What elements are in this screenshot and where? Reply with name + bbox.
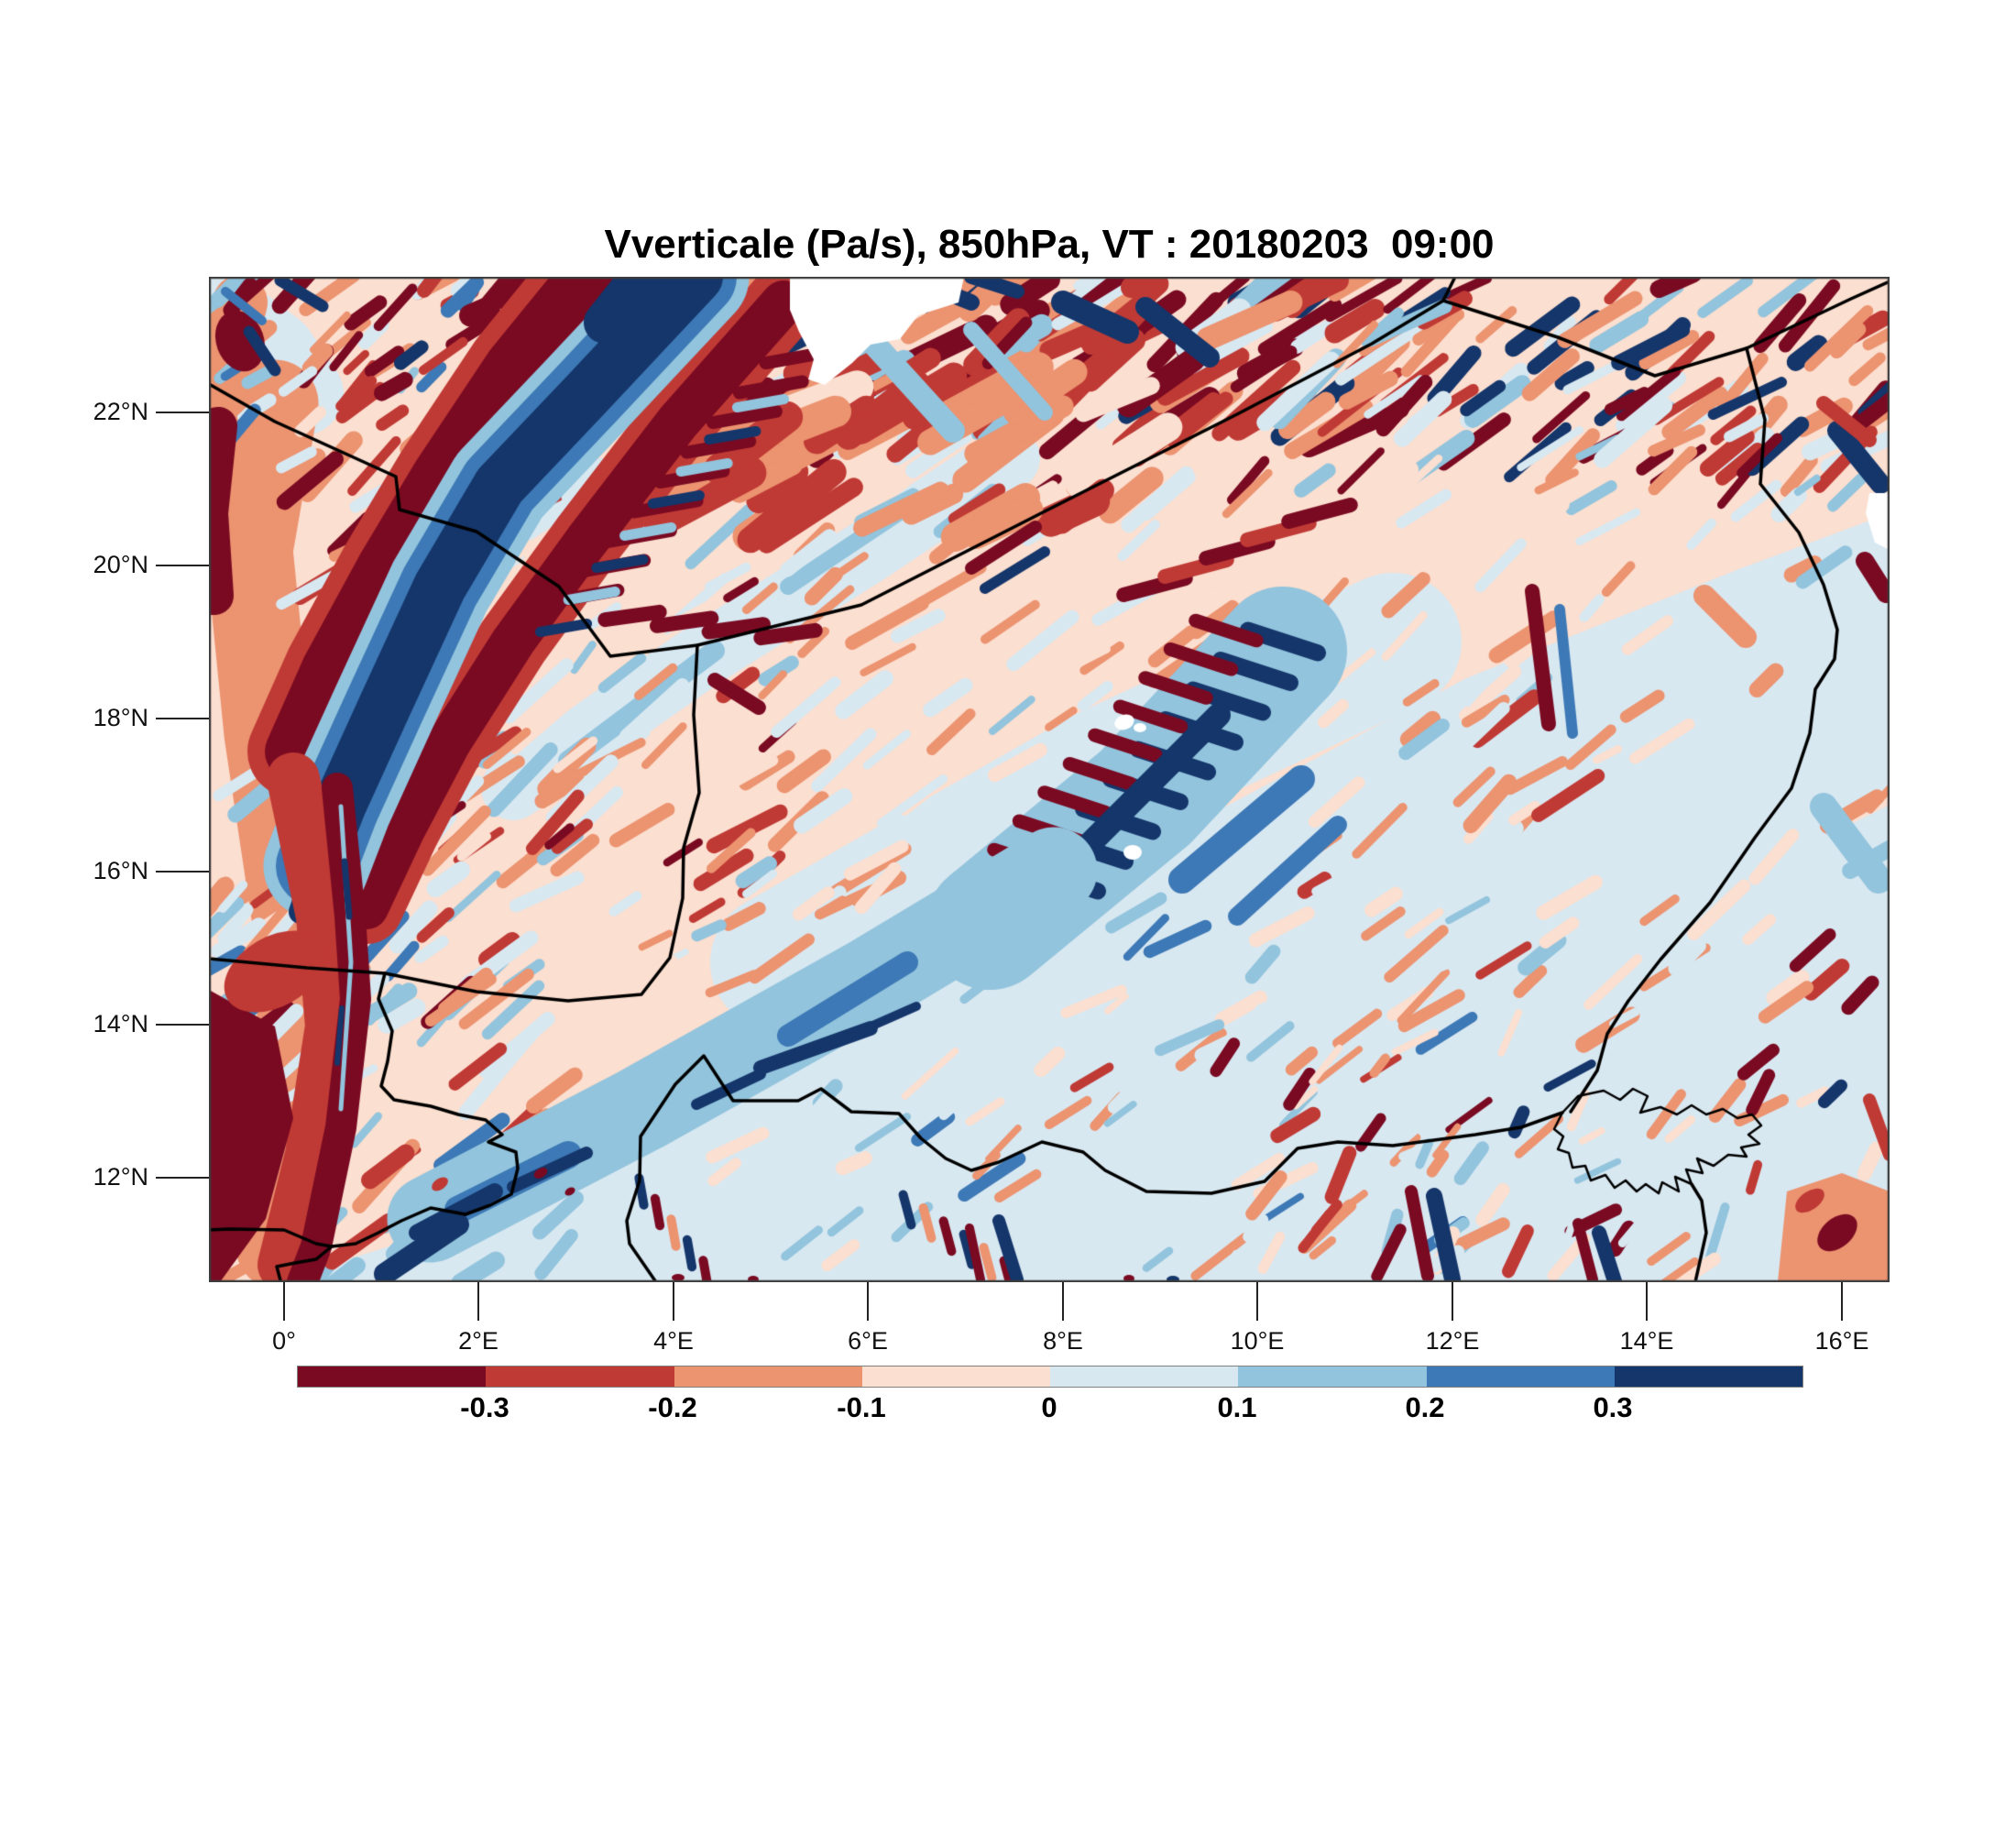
colorbar-segment xyxy=(861,1367,1050,1387)
lat-tick-label: 18°N xyxy=(93,704,148,731)
lat-tick-label: 14°N xyxy=(93,1010,148,1037)
colorbar-segment xyxy=(1050,1367,1239,1387)
lon-tick-label: 6°E xyxy=(848,1327,888,1355)
colorbar xyxy=(297,1366,1803,1388)
map-canvas xyxy=(209,277,1890,1282)
colorbar-tick-label: 0.3 xyxy=(1593,1391,1633,1423)
lat-tick xyxy=(156,718,209,719)
colorbar-tick-label: 0 xyxy=(1041,1391,1057,1423)
lon-tick xyxy=(477,1282,479,1321)
lon-tick xyxy=(673,1282,674,1321)
lon-tick-label: 4°E xyxy=(653,1327,694,1355)
lon-tick-label: 14°E xyxy=(1619,1327,1674,1355)
lon-tick xyxy=(1256,1282,1258,1321)
lat-tick xyxy=(156,871,209,873)
lon-tick xyxy=(867,1282,869,1321)
lon-tick-label: 8°E xyxy=(1043,1327,1083,1355)
colorbar-tick-label: 0.2 xyxy=(1405,1391,1445,1423)
lat-tick-label: 22°N xyxy=(93,398,148,425)
colorbar-segment xyxy=(486,1367,674,1387)
lat-tick xyxy=(156,565,209,566)
lat-tick-label: 12°N xyxy=(93,1163,148,1191)
colorbar-tick-label: -0.1 xyxy=(837,1391,886,1423)
lon-tick-label: 10°E xyxy=(1230,1327,1285,1355)
colorbar-tick-label: 0.1 xyxy=(1217,1391,1257,1423)
colorbar-segment xyxy=(298,1367,487,1387)
lat-tick-label: 16°N xyxy=(93,857,148,884)
lat-tick xyxy=(156,1177,209,1179)
lon-tick-label: 0° xyxy=(272,1327,296,1355)
lon-tick-label: 16°E xyxy=(1814,1327,1869,1355)
lon-tick xyxy=(1452,1282,1453,1321)
lon-tick-label: 2°E xyxy=(458,1327,499,1355)
lat-tick xyxy=(156,412,209,413)
colorbar-segment xyxy=(1426,1367,1615,1387)
lat-tick xyxy=(156,1024,209,1026)
colorbar-segment xyxy=(674,1367,862,1387)
lon-tick xyxy=(1062,1282,1064,1321)
lon-tick-label: 12°E xyxy=(1425,1327,1480,1355)
colorbar-segment xyxy=(1614,1367,1802,1387)
colorbar-tick-label: -0.3 xyxy=(460,1391,509,1423)
lon-tick xyxy=(1646,1282,1648,1321)
colorbar-tick-label: -0.2 xyxy=(648,1391,697,1423)
lat-tick-label: 20°N xyxy=(93,551,148,578)
lon-tick xyxy=(283,1282,285,1321)
lon-tick xyxy=(1841,1282,1843,1321)
plot-title: Vverticale (Pa/s), 850hPa, VT : 20180203… xyxy=(604,222,1495,267)
colorbar-segment xyxy=(1238,1367,1427,1387)
